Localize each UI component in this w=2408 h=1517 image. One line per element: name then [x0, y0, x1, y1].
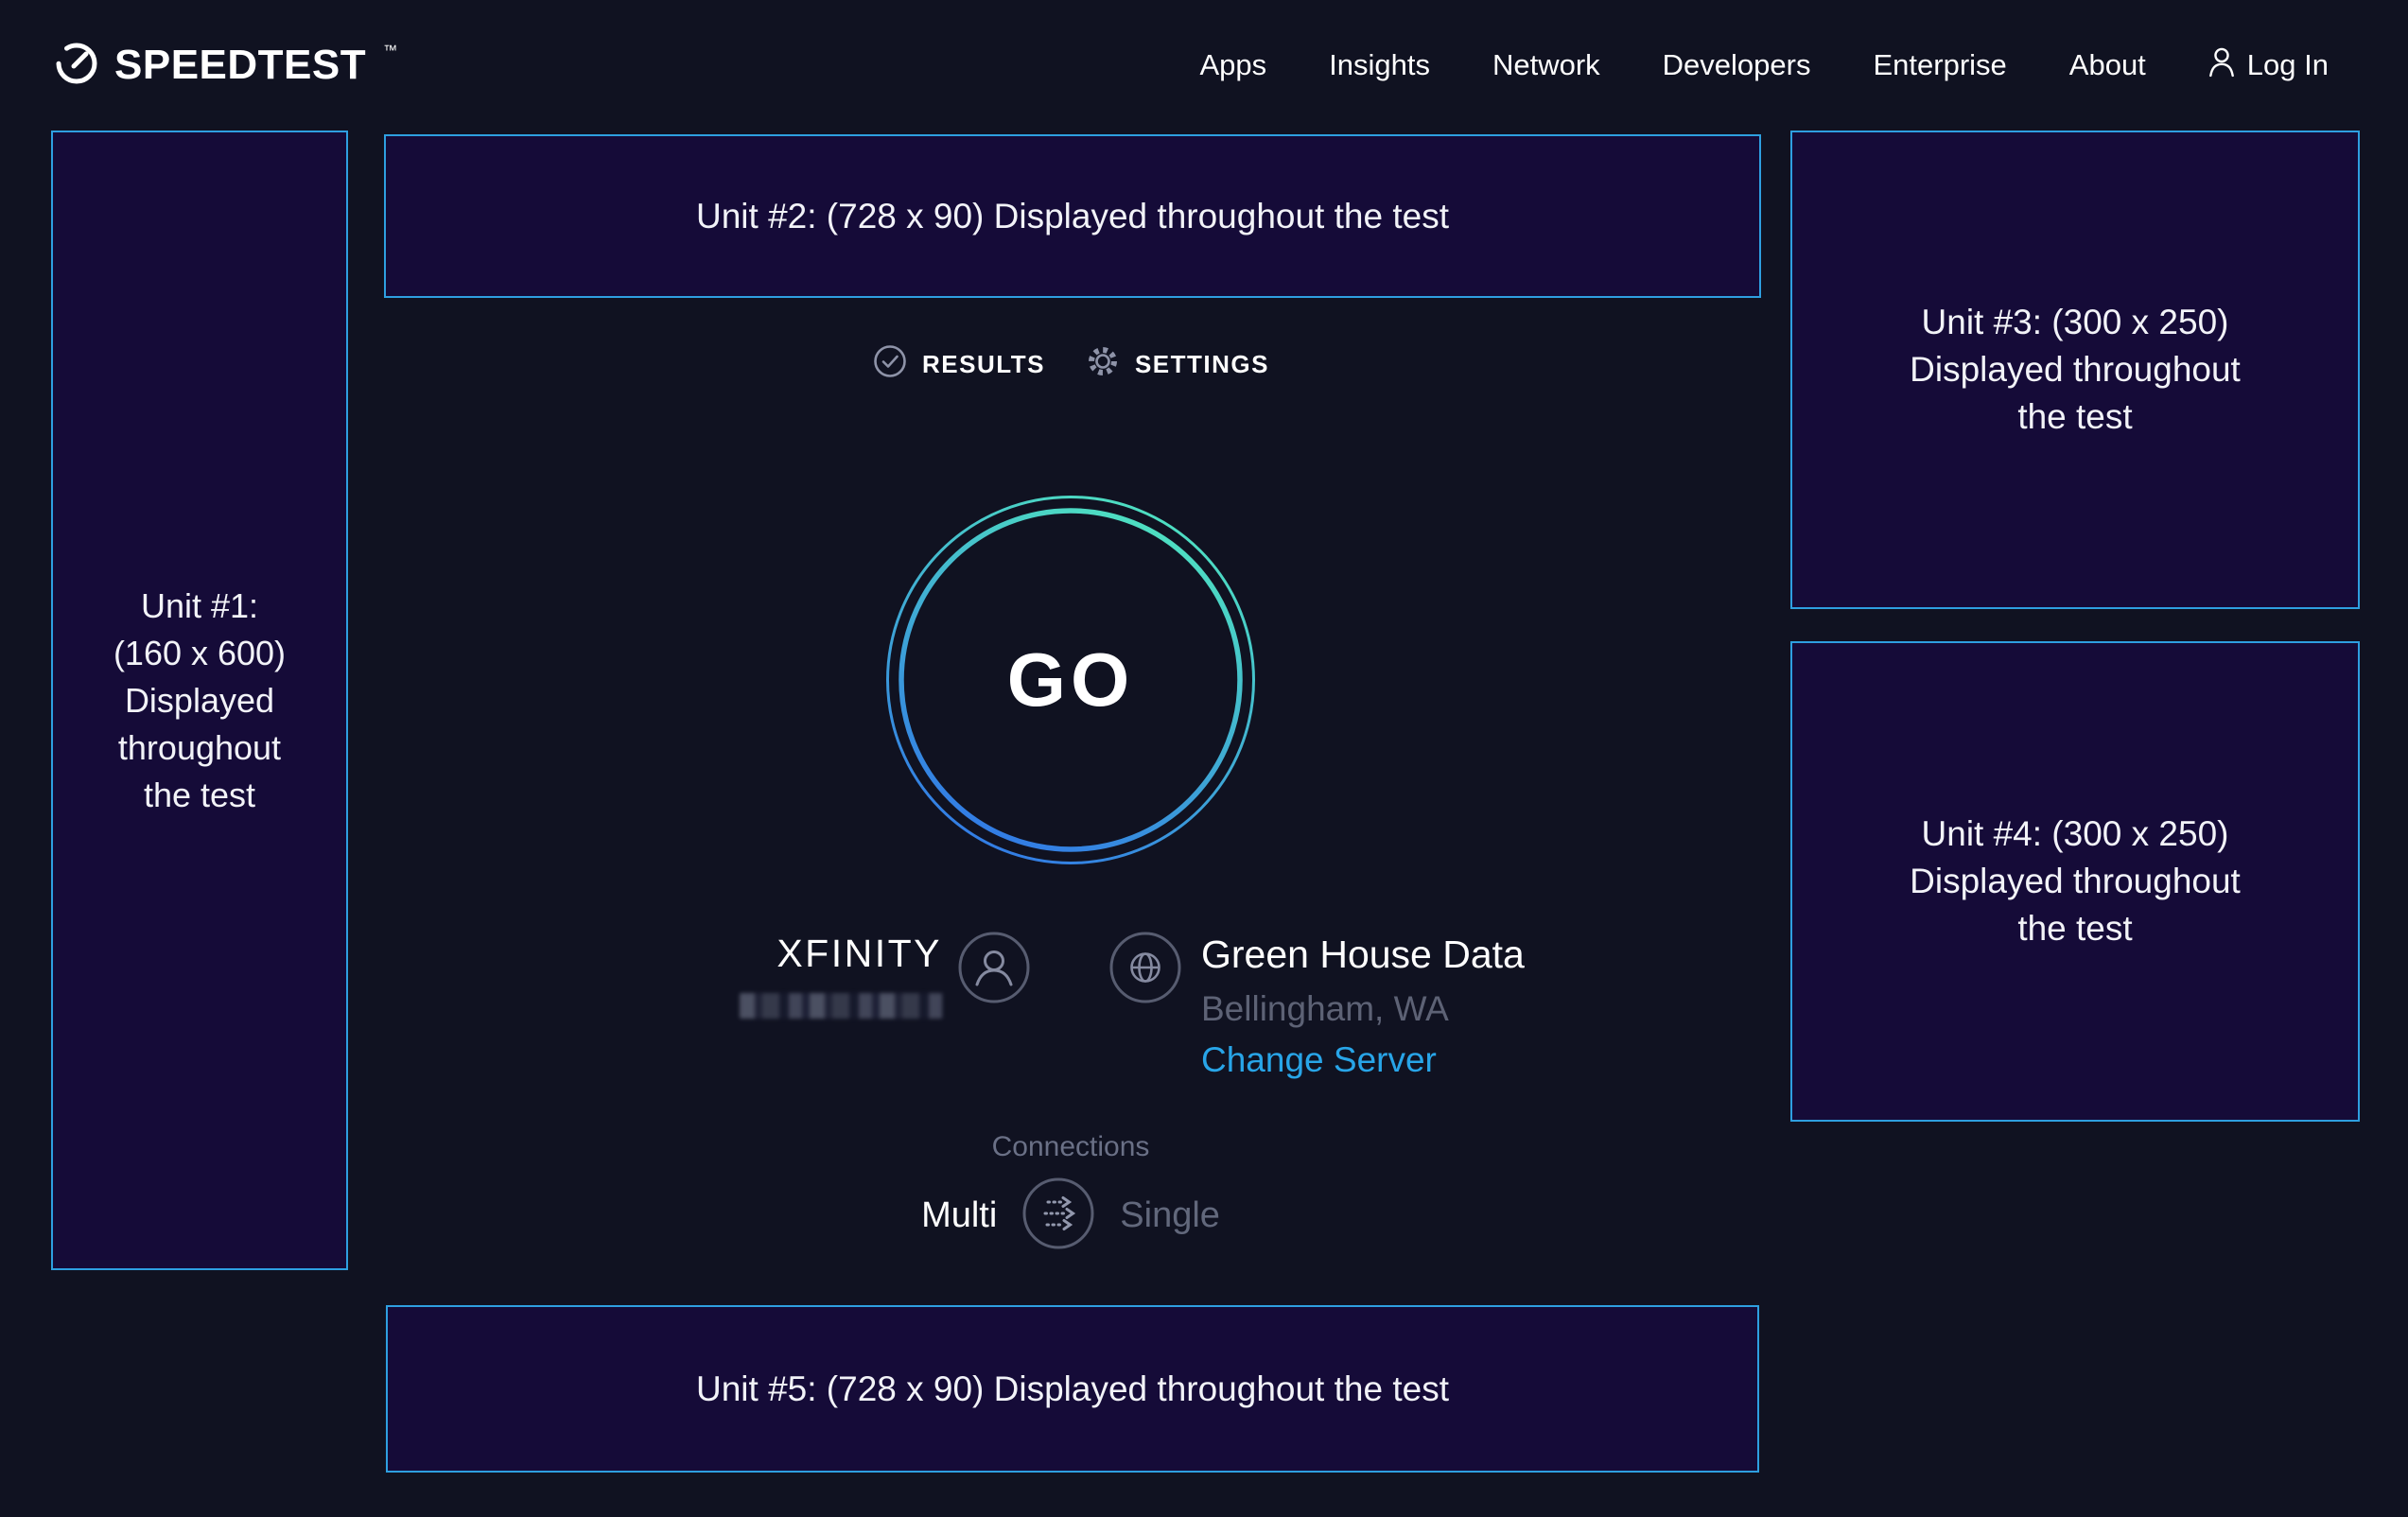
check-circle-icon [872, 343, 908, 386]
login-label: Log In [2246, 48, 2329, 81]
gear-icon [1085, 343, 1121, 386]
server-name: Green House Data [1201, 933, 1525, 976]
connections-multi-option[interactable]: Multi [921, 1194, 998, 1235]
tab-results[interactable]: RESULTS [872, 343, 1045, 386]
login-button[interactable]: Log In [2208, 45, 2329, 85]
nav-item-insights[interactable]: Insights [1329, 48, 1430, 81]
isp-name: XFINITY [776, 932, 942, 975]
server-globe-icon [1108, 931, 1182, 1009]
go-button[interactable]: GO [883, 493, 1258, 867]
nav-item-network[interactable]: Network [1492, 48, 1600, 81]
tabs-row: RESULTS SETTINGS [645, 339, 1496, 390]
nav-item-enterprise[interactable]: Enterprise [1873, 48, 2007, 81]
go-label: GO [1006, 637, 1135, 722]
isp-user-icon [957, 931, 1031, 1009]
redacted-ip-text [740, 993, 943, 1019]
ad-unit-1: Unit #1: (160 x 600) Displayed throughou… [51, 131, 348, 1270]
nav-item-about[interactable]: About [2068, 48, 2146, 81]
nav-item-apps[interactable]: Apps [1199, 48, 1267, 81]
connections-label: Connections [991, 1131, 1150, 1162]
trademark-mark: ™ [383, 42, 398, 59]
user-icon [2208, 45, 2235, 85]
connections-single-option[interactable]: Single [1120, 1194, 1220, 1235]
speedometer-icon [53, 40, 100, 92]
server-location: Bellingham, WA [1201, 989, 1449, 1028]
ad-unit-5-text: Unit #5: (728 x 90) Displayed throughout… [696, 1369, 1449, 1408]
ad-unit-5: Unit #5: (728 x 90) Displayed throughout… [386, 1305, 1759, 1473]
ad-unit-1-text: Unit #1: (160 x 600) Displayed throughou… [113, 585, 287, 814]
tab-settings-label: SETTINGS [1134, 349, 1269, 378]
brand-name: SPEEDTEST [114, 42, 367, 88]
tab-settings[interactable]: SETTINGS [1085, 343, 1269, 386]
nav-item-developers[interactable]: Developers [1662, 48, 1811, 81]
ad-unit-4: Unit #4: (300 x 250) Displayed throughou… [1790, 641, 2360, 1122]
go-rings [886, 496, 1255, 864]
connections-toggle-icon[interactable] [1021, 1177, 1095, 1255]
ad-unit-2: Unit #2: (728 x 90) Displayed throughout… [384, 134, 1761, 298]
ad-unit-2-text: Unit #2: (728 x 90) Displayed throughout… [696, 196, 1449, 235]
tab-results-label: RESULTS [922, 349, 1045, 378]
connections-toggle-row: Multi Single [787, 1177, 1354, 1253]
ad-unit-3: Unit #3: (300 x 250) Displayed throughou… [1790, 131, 2360, 609]
change-server-link[interactable]: Change Server [1201, 1040, 1437, 1079]
top-nav-bar: SPEEDTEST ™ Apps Insights Network Develo… [0, 0, 2408, 131]
speedtest-logo[interactable]: SPEEDTEST ™ [53, 40, 397, 92]
main-nav: Apps Insights Network Developers Enterpr… [1199, 45, 2329, 85]
ad-unit-4-text: Unit #4: (300 x 250) Displayed throughou… [1910, 814, 2241, 948]
ad-unit-3-text: Unit #3: (300 x 250) Displayed throughou… [1910, 303, 2241, 436]
